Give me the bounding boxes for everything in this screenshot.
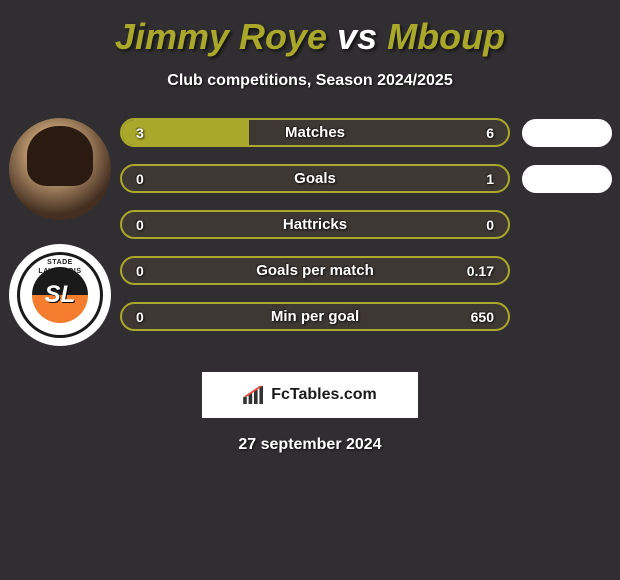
bar-value-left: 0 — [136, 263, 144, 279]
bar-label: Matches — [285, 124, 345, 141]
club-badge-inner: SL — [32, 267, 88, 323]
bar-value-right: 650 — [471, 309, 494, 325]
oval-indicator — [522, 119, 612, 147]
bar-value-right: 0.17 — [467, 263, 494, 279]
bar-value-right: 0 — [486, 217, 494, 233]
bar-label: Min per goal — [271, 308, 359, 325]
subtitle: Club competitions, Season 2024/2025 — [167, 72, 452, 90]
page-title: Jimmy Roye vs Mboup — [115, 16, 505, 58]
bar-text: 0 Goals per match 0.17 — [122, 258, 508, 283]
bar-value-left: 0 — [136, 171, 144, 187]
bars-column: 3 Matches 6 0 Goals 1 0 Hattricks 0 0 Goals per ma… — [120, 118, 620, 331]
stat-bar: 3 Matches 6 — [120, 118, 510, 147]
bar-row: 0 Goals per match 0.17 — [120, 256, 612, 285]
infographic-container: Jimmy Roye vs Mboup Club competitions, S… — [0, 0, 620, 464]
bar-row: 0 Goals 1 — [120, 164, 612, 193]
bar-text: 3 Matches 6 — [122, 120, 508, 145]
title-player1: Jimmy Roye — [115, 16, 327, 57]
bar-text: 0 Hattricks 0 — [122, 212, 508, 237]
bar-text: 0 Min per goal 650 — [122, 304, 508, 329]
bar-value-left: 0 — [136, 217, 144, 233]
avatars-column: STADE LAVALLOIS SL — [0, 118, 120, 346]
bar-value-right: 6 — [486, 125, 494, 141]
chart-icon — [243, 386, 265, 404]
club-initials: SL — [45, 283, 76, 307]
club-avatar: STADE LAVALLOIS SL — [9, 244, 111, 346]
stat-bar: 0 Min per goal 650 — [120, 302, 510, 331]
bar-row: 0 Min per goal 650 — [120, 302, 612, 331]
bar-text: 0 Goals 1 — [122, 166, 508, 191]
oval-indicator — [522, 165, 612, 193]
title-vs: vs — [337, 16, 377, 57]
stat-bar: 0 Goals 1 — [120, 164, 510, 193]
brand-text: FcTables.com — [271, 386, 377, 404]
bar-label: Hattricks — [283, 216, 347, 233]
bar-row: 0 Hattricks 0 — [120, 210, 612, 239]
bar-value-left: 3 — [136, 125, 144, 141]
bar-label: Goals — [294, 170, 336, 187]
bar-value-left: 0 — [136, 309, 144, 325]
player-avatar — [9, 118, 111, 220]
content-row: STADE LAVALLOIS SL 3 Matches 6 0 Goals 1 0 Hatt… — [0, 118, 620, 346]
bar-label: Goals per match — [256, 262, 374, 279]
club-badge: STADE LAVALLOIS SL — [17, 252, 103, 338]
bar-value-right: 1 — [486, 171, 494, 187]
title-player2: Mboup — [387, 16, 505, 57]
footer-date: 27 september 2024 — [238, 436, 381, 454]
bar-row: 3 Matches 6 — [120, 118, 612, 147]
brand-box: FcTables.com — [202, 372, 418, 418]
stat-bar: 0 Hattricks 0 — [120, 210, 510, 239]
stat-bar: 0 Goals per match 0.17 — [120, 256, 510, 285]
